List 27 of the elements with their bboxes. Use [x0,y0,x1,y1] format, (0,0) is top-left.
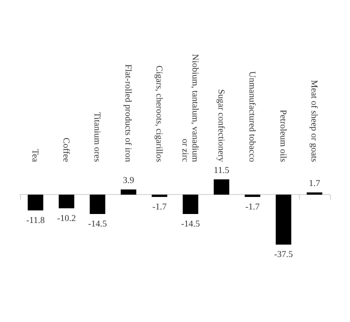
x-tick-label: Unmanufactured tobacco [248,71,258,162]
bar [276,194,292,245]
x-tick-label: Titanium ores [92,112,102,162]
bar [214,179,230,195]
x-tick-label: Petroleum oils [278,110,288,162]
bar [182,194,198,214]
bar [120,189,136,195]
x-tick-label: Sugar confectionery [216,89,226,162]
data-label: -37.5 [274,249,294,260]
x-tick-label: Cigars, cheroots, cigarillos [154,66,164,162]
bar [28,194,44,210]
data-label: -14.5 [181,218,200,228]
x-tick-label: Niobium, tantalum, vanadium or zirc [180,54,200,162]
bar [90,194,106,214]
data-label: -14.5 [88,218,108,228]
bar [58,194,74,208]
x-tick-label: Coffee [62,138,72,162]
data-label: -11.8 [26,214,46,225]
data-label: -10.2 [57,212,76,223]
data-label: 11.5 [214,164,230,175]
data-label: -1.7 [245,201,260,212]
x-tick-label: Meat of sheep or goats [310,80,320,162]
data-label: 3.9 [122,174,135,185]
data-label: 1.7 [308,178,321,188]
data-label: -1.7 [152,201,168,212]
x-tick-label: Tea [30,149,40,162]
x-tick-label: Flat-rolled products of iron [124,64,134,162]
